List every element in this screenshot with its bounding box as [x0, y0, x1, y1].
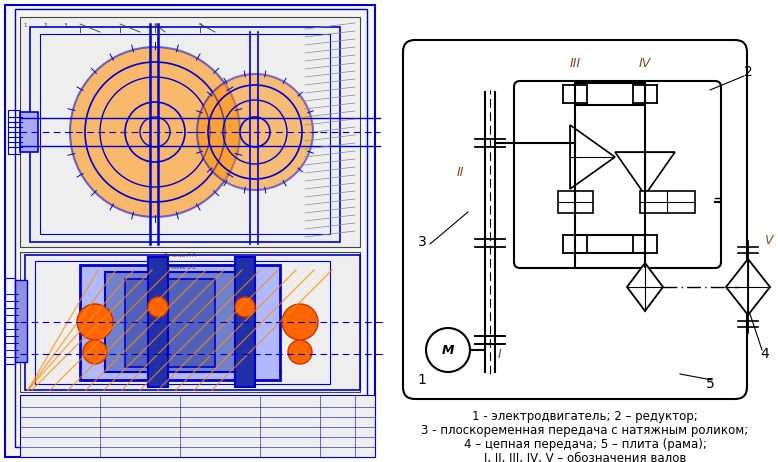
Text: I: I: [498, 347, 502, 360]
Bar: [15, 9, 367, 447]
Text: 2: 2: [744, 65, 752, 79]
Text: Сечение Б-Б: Сечение Б-Б: [164, 265, 196, 270]
Text: 3: 3: [63, 23, 67, 28]
Text: М: М: [442, 344, 454, 357]
Circle shape: [288, 340, 312, 364]
Text: 1: 1: [418, 373, 426, 387]
Text: 4 – цепная передача; 5 – плита (рама);: 4 – цепная передача; 5 – плита (рама);: [464, 438, 706, 451]
Circle shape: [426, 328, 470, 372]
Text: 5: 5: [198, 23, 202, 28]
Bar: [558, 191, 593, 213]
Text: 1 - электродвигатель; 2 – редуктор;: 1 - электродвигатель; 2 – редуктор;: [472, 410, 698, 423]
Circle shape: [70, 47, 240, 217]
Bar: [5, 5, 375, 457]
Polygon shape: [615, 152, 675, 195]
Text: IV: IV: [639, 57, 651, 70]
Bar: [20, 395, 375, 457]
Bar: [25, 255, 360, 390]
Text: 1: 1: [23, 23, 26, 28]
Text: 5: 5: [706, 377, 714, 391]
Bar: [8, 110, 20, 154]
Text: 2: 2: [44, 23, 47, 28]
Bar: [20, 112, 38, 152]
Text: 3 - плоскоременная передача с натяжным роликом;: 3 - плоскоременная передача с натяжным р…: [422, 424, 748, 437]
Bar: [30, 27, 340, 242]
Polygon shape: [726, 259, 770, 315]
Circle shape: [148, 297, 168, 317]
Circle shape: [77, 304, 113, 340]
Text: 4: 4: [153, 23, 156, 28]
Bar: [235, 257, 255, 387]
Text: V: V: [764, 233, 773, 247]
Bar: [20, 17, 360, 247]
Circle shape: [282, 304, 318, 340]
Text: 3: 3: [418, 235, 426, 249]
Circle shape: [197, 74, 313, 190]
FancyBboxPatch shape: [403, 40, 747, 399]
Bar: [105, 272, 245, 372]
Bar: [125, 279, 215, 367]
Bar: [35, 261, 330, 384]
Circle shape: [235, 297, 255, 317]
Text: III: III: [569, 57, 580, 70]
Bar: [15, 280, 27, 362]
Text: Сечение А-А: Сечение А-А: [164, 253, 196, 258]
Text: 4: 4: [761, 347, 769, 361]
Bar: [80, 265, 280, 380]
Bar: [5, 278, 15, 364]
Bar: [40, 34, 330, 234]
Text: I, II, III, IV, V – обозначения валов: I, II, III, IV, V – обозначения валов: [484, 452, 686, 462]
Bar: [640, 191, 695, 213]
FancyBboxPatch shape: [514, 81, 721, 268]
Bar: [20, 252, 360, 392]
Bar: [148, 257, 168, 387]
Polygon shape: [627, 263, 663, 311]
Text: II: II: [456, 165, 464, 178]
Circle shape: [83, 340, 107, 364]
Polygon shape: [570, 125, 615, 189]
